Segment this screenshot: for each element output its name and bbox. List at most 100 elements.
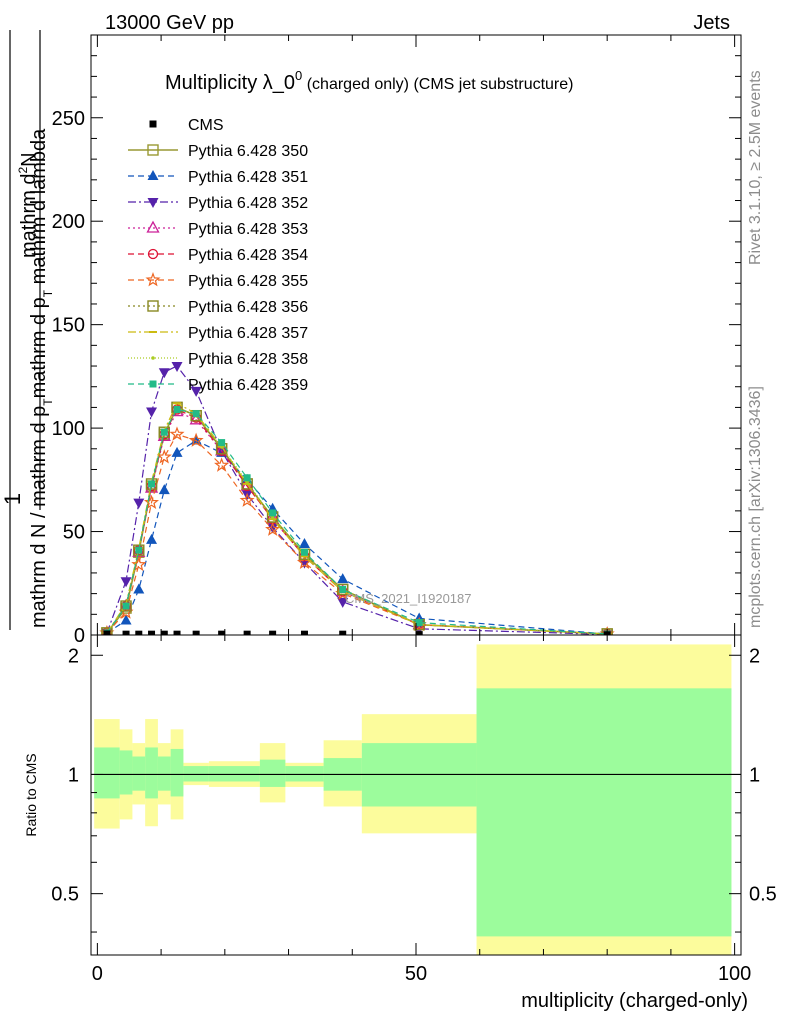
main-plot-area xyxy=(99,362,615,635)
title-superscript: 0 xyxy=(295,68,302,83)
chart-title: Multiplicity λ_00 (charged only) (CMS je… xyxy=(165,68,573,94)
series-7-point xyxy=(337,583,349,596)
cms-data-point xyxy=(300,630,308,635)
legend-label: Pythia 6.428 357 xyxy=(188,325,308,342)
legend-label: Pythia 6.428 354 xyxy=(188,247,308,264)
series-line-6 xyxy=(106,433,608,635)
series-3-point xyxy=(146,407,158,418)
legend-label: Pythia 6.428 353 xyxy=(188,221,308,238)
stat-band-9 xyxy=(285,766,324,782)
series-10-point xyxy=(160,428,168,436)
analysis-watermark: CMS_2021_I1920187 xyxy=(345,591,472,606)
series-3-point xyxy=(171,362,183,373)
series-10-point xyxy=(269,509,277,517)
series-line-3 xyxy=(106,365,608,635)
legend-entry-5: Pythia 6.428 354 xyxy=(128,247,308,264)
series-7-point xyxy=(145,478,158,490)
legend-entry-10: Pythia 6.428 359 xyxy=(128,377,308,394)
legend-entry-1: Pythia 6.428 350 xyxy=(128,143,308,160)
ratio-y-tick-label: 0.5 xyxy=(51,884,79,906)
legend-marker xyxy=(147,300,159,312)
legend-entry-4: Pythia 6.428 353 xyxy=(128,220,308,238)
legend-entry-2: Pythia 6.428 351 xyxy=(128,169,308,186)
main-y-tick-label: 100 xyxy=(52,418,85,440)
stat-band-2 xyxy=(132,756,146,791)
series-7-point xyxy=(120,600,132,612)
legend-label: Pythia 6.428 358 xyxy=(188,351,308,368)
cms-data-point xyxy=(269,630,277,635)
main-y-tick-label: 200 xyxy=(52,211,85,233)
legend-entry-9: Pythia 6.428 358 xyxy=(128,351,308,368)
legend-label: Pythia 6.428 352 xyxy=(188,195,308,212)
series-6-point xyxy=(239,492,255,507)
series-4-point xyxy=(189,412,203,425)
legend-entry-6: Pythia 6.428 355 xyxy=(128,272,308,290)
ylabel-numerator: mathrm d2N xyxy=(16,152,40,258)
stat-band-4 xyxy=(157,756,171,791)
series-10-point xyxy=(243,474,251,482)
legend-entry-0: CMS xyxy=(149,117,224,134)
ratio-y-tick-label: 1 xyxy=(68,764,79,786)
ratio-y-label: Ratio to CMS xyxy=(23,753,39,836)
series-2-point xyxy=(120,614,132,625)
legend-marker xyxy=(151,356,155,360)
series-10-point xyxy=(192,410,200,418)
legend-entry-7: Pythia 6.428 356 xyxy=(128,299,308,316)
stat-band-7 xyxy=(208,766,260,782)
series-2-point xyxy=(298,537,310,548)
series-line-10 xyxy=(106,408,608,635)
legend-marker xyxy=(147,198,159,208)
main-y-tick-label: 150 xyxy=(52,315,85,337)
stat-band-5 xyxy=(170,748,184,797)
cms-data-point xyxy=(148,630,156,635)
cms-data-point xyxy=(415,631,423,635)
series-3-point xyxy=(267,523,279,534)
x-tick-label: 100 xyxy=(718,963,751,985)
cms-data-point xyxy=(135,630,143,635)
series-6-point xyxy=(131,556,147,572)
cms-data-point xyxy=(339,630,347,635)
legend: CMS Pythia 6.428 350 Pythia 6.428 351 Pythi… xyxy=(128,117,308,394)
series-3-point xyxy=(158,368,170,379)
x-ticks: 0 50 100 xyxy=(92,635,751,985)
title-main: Multiplicity λ_0 xyxy=(165,72,295,94)
legend-entry-8: Pythia 6.428 357 xyxy=(128,325,308,342)
series-10-point xyxy=(135,546,143,554)
series-2-point xyxy=(146,533,158,544)
series-6-point xyxy=(169,426,185,441)
main-y-tick-label: 0 xyxy=(74,625,85,647)
cms-data-point xyxy=(122,630,130,635)
ylabel-denominator: mathrm d N / mathrm d pTmathrm d pT math… xyxy=(28,128,55,628)
series-2-point xyxy=(171,446,183,457)
cms-data-point xyxy=(218,630,226,635)
series-7-point xyxy=(101,627,113,635)
ratio-y-tick-label-right: 1 xyxy=(749,764,760,786)
series-line-2 xyxy=(106,439,608,635)
series-3-point xyxy=(190,386,202,397)
series-10-point xyxy=(173,405,181,413)
series-2-point xyxy=(158,484,170,495)
series-3-point xyxy=(120,577,132,588)
main-y-tick-label: 250 xyxy=(52,108,85,130)
title-tail: (charged only) (CMS jet substructure) xyxy=(302,76,573,93)
stat-band-6 xyxy=(183,766,209,782)
ratio-y-tick-label-right: 0.5 xyxy=(749,884,777,906)
series-7-point xyxy=(158,426,170,438)
main-y-ticks: 0 50 100 150 200 250 xyxy=(52,34,741,647)
mcplots-label: mcplots.cern.ch [arXiv:1306.3436] xyxy=(747,386,764,628)
series-6-point xyxy=(143,494,160,510)
series-2-point xyxy=(133,583,145,594)
stat-band-0 xyxy=(94,747,120,799)
ratio-y-tick-label-right: 2 xyxy=(749,645,760,667)
main-y-tick-label: 50 xyxy=(63,522,85,544)
main-y-label: 1 mathrm d2N mathrm d N / mathrm d pTmat… xyxy=(0,30,55,630)
series-line-9 xyxy=(106,406,608,635)
series-10-point xyxy=(300,548,308,556)
x-axis-label: multiplicity (charged-only) xyxy=(521,990,748,1012)
series-6-point xyxy=(156,449,172,464)
series-6-point xyxy=(265,521,281,536)
legend-label: Pythia 6.428 350 xyxy=(188,143,308,160)
stat-band-8 xyxy=(259,759,286,787)
legend-marker xyxy=(147,248,159,260)
cms-data-point xyxy=(243,630,251,635)
